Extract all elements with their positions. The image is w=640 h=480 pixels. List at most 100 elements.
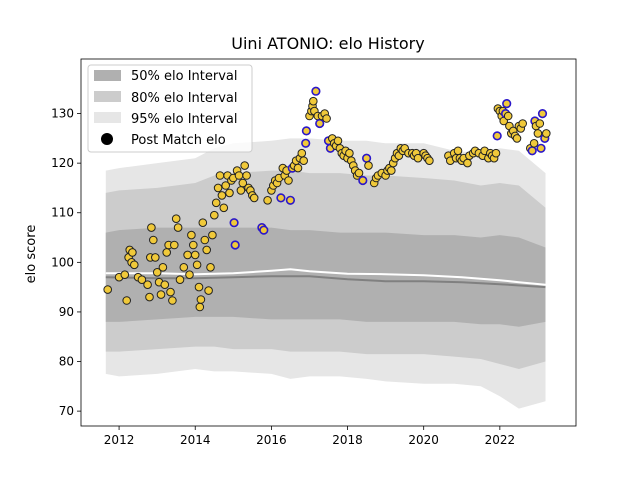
post-match-point <box>149 235 158 245</box>
y-tick-label: 80 <box>59 355 74 369</box>
post-match-point <box>179 263 189 272</box>
plot-area <box>80 58 577 427</box>
post-match-point <box>503 111 513 121</box>
x-tick-label: 2020 <box>408 433 439 447</box>
post-match-point <box>156 290 166 299</box>
post-match-point <box>542 129 551 138</box>
post-match-point <box>221 181 230 190</box>
post-match-point <box>122 296 131 305</box>
post-match-point <box>284 176 293 185</box>
post-match-point <box>213 183 223 193</box>
post-match-point <box>168 296 177 305</box>
post-match-point <box>236 186 246 195</box>
post-match-point <box>194 282 204 292</box>
post-match-point <box>358 175 368 186</box>
post-match-point <box>187 230 196 240</box>
post-match-point <box>175 275 185 285</box>
post-match-point <box>354 168 364 178</box>
post-match-point <box>230 240 240 250</box>
post-match-point <box>208 230 217 240</box>
post-match-point <box>204 286 213 295</box>
y-tick-label: 120 <box>51 156 74 170</box>
legend-label-50: 50% elo Interval <box>131 69 238 84</box>
x-tick-label: 2014 <box>180 433 211 447</box>
post-match-point <box>311 86 321 96</box>
post-match-point <box>249 193 259 203</box>
legend-marker-post-match <box>101 133 113 145</box>
post-match-point <box>453 146 463 156</box>
post-match-point <box>170 240 179 250</box>
post-match-point <box>242 171 251 180</box>
legend-swatch-50 <box>94 70 121 81</box>
post-match-point <box>103 285 112 294</box>
post-match-point <box>276 193 286 203</box>
post-match-point <box>130 260 139 270</box>
post-match-point <box>162 248 171 257</box>
y-tick-label: 90 <box>59 305 74 319</box>
post-match-point <box>301 126 312 136</box>
post-match-point <box>195 302 205 312</box>
post-match-point <box>120 270 130 280</box>
y-axis: 70 80 90 100 110 120 130 <box>51 107 81 418</box>
post-match-point <box>190 250 200 260</box>
post-match-point <box>160 280 170 290</box>
post-match-point <box>301 138 311 148</box>
post-match-point <box>491 148 501 158</box>
post-match-point <box>364 161 373 170</box>
post-match-point <box>297 148 307 158</box>
x-tick-label: 2012 <box>104 433 135 447</box>
post-match-point <box>502 98 512 109</box>
post-match-point <box>137 275 147 285</box>
post-match-point <box>537 108 548 119</box>
post-match-point <box>219 203 229 213</box>
post-match-point <box>387 166 396 175</box>
post-match-point <box>158 263 168 272</box>
post-match-point <box>128 248 137 257</box>
post-match-point <box>210 210 219 220</box>
post-match-point <box>299 156 309 165</box>
post-match-point <box>206 263 215 272</box>
post-match-point <box>198 218 208 227</box>
x-axis: 2012 2014 2016 2018 2020 2022 <box>104 426 515 447</box>
x-tick-label: 2022 <box>485 433 516 447</box>
post-match-point <box>185 270 194 280</box>
post-match-point <box>215 171 225 180</box>
median-line <box>105 268 546 286</box>
legend: 50% elo Interval 80% elo Interval 95% el… <box>87 64 253 153</box>
post-match-points <box>103 86 551 312</box>
legend-label-95: 95% elo Interval <box>131 112 238 127</box>
post-match-point <box>240 161 249 170</box>
post-match-point <box>229 218 239 228</box>
legend-label-80: 80% elo Interval <box>131 91 238 106</box>
post-match-point <box>238 178 248 188</box>
legend-box <box>87 64 253 153</box>
post-match-point <box>345 148 354 158</box>
post-match-point <box>145 292 154 302</box>
post-match-point <box>263 196 272 205</box>
post-match-point <box>166 287 175 297</box>
y-tick-label: 100 <box>51 255 74 269</box>
post-match-point <box>362 153 372 163</box>
post-match-point <box>171 214 181 223</box>
plot-frame <box>80 58 577 427</box>
post-match-point <box>322 114 331 123</box>
post-match-point <box>217 191 227 200</box>
post-match-point <box>192 260 202 270</box>
post-match-point <box>309 96 318 106</box>
post-match-point <box>293 163 303 173</box>
post-match-point <box>315 118 325 129</box>
post-match-point <box>536 143 546 153</box>
legend-label-post-match: Post Match elo <box>131 133 226 148</box>
post-match-point <box>189 240 198 250</box>
post-match-point <box>200 235 210 245</box>
y-tick-label: 110 <box>51 206 74 220</box>
post-match-point <box>413 153 423 163</box>
post-match-point <box>529 139 539 148</box>
post-match-point <box>211 198 221 208</box>
post-match-point <box>147 223 156 232</box>
post-match-point <box>173 223 183 232</box>
post-match-point <box>535 119 545 128</box>
x-tick-label: 2016 <box>256 433 287 447</box>
post-match-point <box>259 225 269 235</box>
post-match-point <box>234 171 244 180</box>
